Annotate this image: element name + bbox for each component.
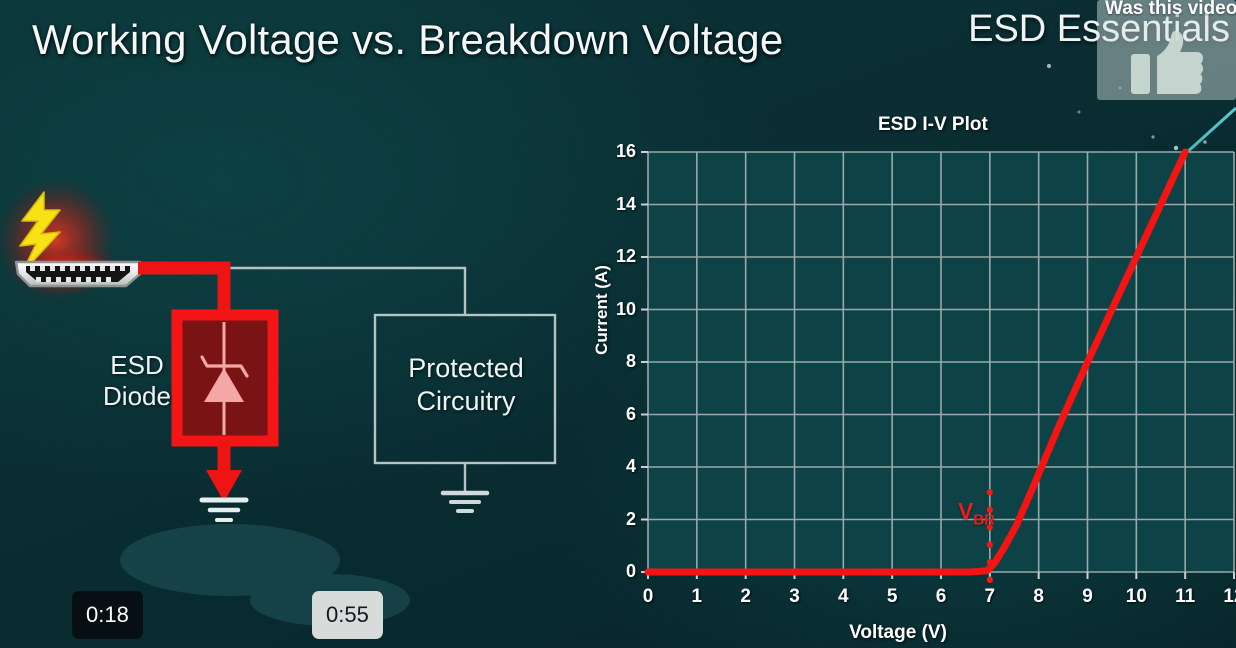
ground-symbol-right: [440, 490, 490, 513]
thumbs-up-icon[interactable]: [1131, 30, 1203, 96]
esd-diode-label-line2: Diode: [103, 380, 171, 411]
timestamp-current[interactable]: 0:18: [72, 591, 143, 639]
y-tick-label: 0: [625, 561, 636, 581]
y-tick-label: 10: [615, 298, 636, 319]
signal-trace: [140, 266, 467, 315]
y-tick-label: 8: [625, 351, 636, 371]
x-tick-label: 5: [886, 586, 898, 607]
y-tick-label: 2: [625, 508, 636, 529]
y-tick-label: 14: [615, 193, 636, 214]
esd-diode-label-line1: ESD: [110, 350, 164, 380]
protected-circuitry-label: Protected Circuitry: [380, 352, 552, 418]
vbr-main: V: [958, 498, 974, 524]
vbr-subscript: BR: [973, 511, 996, 529]
x-axis-label: Voltage (V): [849, 622, 947, 643]
chart-plot-area: [641, 148, 1235, 583]
x-tick-label: 4: [838, 586, 849, 607]
x-tick-label: 12: [1223, 586, 1236, 607]
esd-diode-label: ESD Diode: [82, 350, 192, 411]
page-title: Working Voltage vs. Breakdown Voltage: [32, 16, 784, 63]
x-tick-label: 1: [691, 586, 703, 607]
brand-title: ESD Essentials: [968, 8, 1230, 50]
survey-question-text: Was this video: [1105, 0, 1236, 19]
zener-diode-icon: [200, 322, 249, 435]
x-tick-label: 11: [1175, 586, 1196, 607]
timestamp-total[interactable]: 0:55: [312, 591, 383, 639]
ground-symbol-left: [199, 497, 249, 522]
y-tick-label: 4: [625, 456, 636, 476]
y-tick-label: 16: [615, 141, 636, 161]
x-tick-label: 8: [1033, 586, 1044, 607]
x-tick-label: 9: [1082, 586, 1093, 607]
x-tick-label: 7: [984, 586, 996, 607]
hdmi-connector: [14, 260, 142, 288]
protected-circuitry-label-line1: Protected: [408, 353, 524, 383]
y-tick-label: 12: [615, 246, 636, 266]
x-tick-label: 10: [1125, 586, 1147, 607]
x-tick-label: 2: [740, 586, 751, 607]
circuit-diagram: [0, 180, 557, 522]
x-tick-label: 6: [935, 586, 947, 607]
series-line: [644, 148, 1189, 576]
protected-circuitry-label-line2: Circuitry: [416, 385, 516, 416]
esd-surge-path: [138, 261, 231, 315]
x-tick-label: 3: [789, 586, 800, 607]
current-direction-arrow: [206, 470, 242, 502]
x-tick-label: 0: [642, 586, 654, 607]
survey-overlay[interactable]: Was this video: [1097, 0, 1236, 100]
y-tick-label: 6: [625, 403, 636, 424]
breakdown-voltage-label: VBR: [958, 498, 995, 529]
chart-title: ESD I-V Plot: [878, 114, 988, 135]
